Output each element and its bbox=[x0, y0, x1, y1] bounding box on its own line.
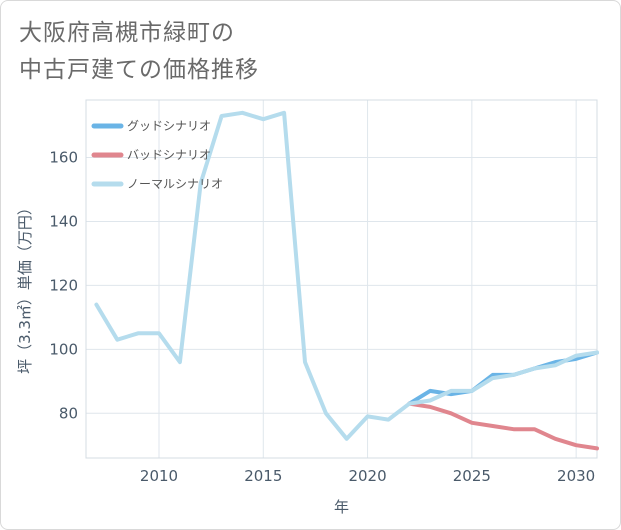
chart-title: 大阪府高槻市緑町の 中古戸建ての価格推移 bbox=[19, 15, 579, 89]
legend-label: バッドシナリオ bbox=[127, 148, 211, 162]
y-tick-label: 100 bbox=[49, 340, 78, 358]
x-tick-label: 2020 bbox=[348, 467, 386, 485]
plot-area bbox=[85, 99, 598, 459]
x-tick-label: 2010 bbox=[140, 467, 178, 485]
legend-label: ノーマルシナリオ bbox=[127, 177, 223, 191]
axes: 年 坪（3.3㎡）単価（万円） 2010 2015 2020 2025 2030 80 10… bbox=[16, 149, 595, 516]
x-tick-label: 2025 bbox=[453, 467, 491, 485]
y-tick-label: 120 bbox=[49, 276, 78, 294]
legend-label: グッドシナリオ bbox=[127, 119, 211, 133]
chart-title-line2: 中古戸建ての価格推移 bbox=[19, 57, 259, 83]
series-line-2 bbox=[94, 110, 599, 441]
x-tick-label: 2030 bbox=[557, 467, 595, 485]
y-tick-label: 160 bbox=[49, 149, 78, 167]
y-tick-label: 80 bbox=[59, 404, 78, 422]
y-tick-label: 140 bbox=[49, 212, 78, 230]
chart-title-line1: 大阪府高槻市緑町の bbox=[19, 20, 235, 46]
x-axis-title: 年 bbox=[334, 498, 349, 516]
series-line-1 bbox=[407, 401, 599, 451]
x-tick-label: 2015 bbox=[244, 467, 282, 485]
series-lines bbox=[94, 110, 599, 451]
y-axis-title: 坪（3.3㎡）単価（万円） bbox=[16, 200, 34, 374]
